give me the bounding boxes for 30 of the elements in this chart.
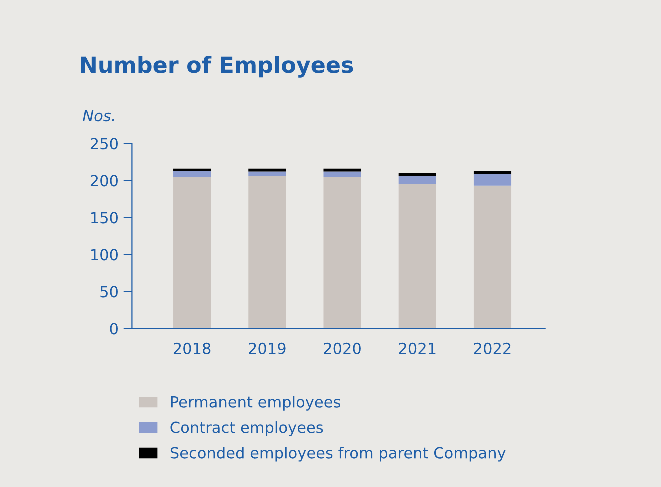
legend-label: Seconded employees from parent Company: [170, 447, 506, 462]
y-tick-label: 200: [90, 175, 118, 187]
bar: [474, 186, 512, 329]
y-tick-label: 50: [100, 286, 118, 298]
bar: [324, 172, 362, 177]
y-axis-title: Nos.: [83, 110, 114, 122]
y-tick-label: 0: [110, 323, 118, 335]
bar: [174, 171, 212, 177]
chart-title: Number of Employees: [81, 56, 354, 78]
bar: [248, 168, 286, 172]
bar: [324, 176, 362, 329]
bar: [398, 176, 436, 184]
y-tick-label: 250: [90, 138, 118, 150]
bar: [398, 184, 436, 329]
bar: [248, 172, 286, 176]
bar: [174, 176, 212, 329]
bar: [248, 176, 286, 329]
legend-label: Permanent employees: [171, 396, 340, 411]
x-tick-label: 2021: [399, 342, 436, 354]
bar: [324, 168, 362, 172]
y-tick-label: 150: [92, 212, 118, 224]
bar: [474, 174, 512, 186]
x-tick-label: 2022: [474, 342, 511, 354]
y-tick-label: 100: [92, 249, 118, 261]
x-tick-label: 2018: [174, 342, 211, 354]
bar: [474, 171, 512, 174]
legend-label: Contract employees: [170, 422, 324, 436]
bar: [174, 168, 212, 172]
x-tick-label: 2019: [249, 342, 286, 354]
x-tick-label: 2020: [324, 342, 361, 354]
